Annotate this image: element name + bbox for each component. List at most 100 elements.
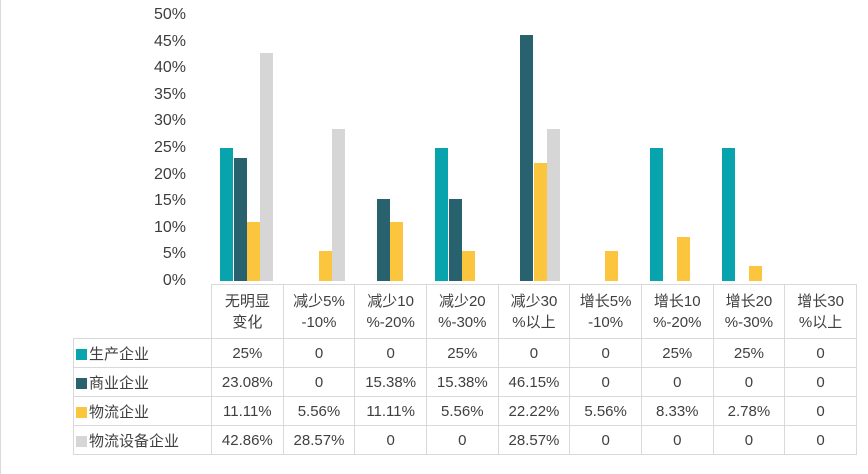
category-header-减少10%-20%: 减少10 %-20% (354, 284, 427, 339)
table-cell: 5.56% (569, 396, 642, 426)
chart-plot-area (211, 15, 856, 281)
table-cell: 0 (712, 425, 786, 455)
table-cell: 0 (784, 396, 857, 426)
category-header-line: -10% (301, 313, 337, 331)
bar-物流企业-增长10%-20% (676, 237, 690, 281)
table-cell: 28.57% (497, 425, 571, 455)
table-cell: 46.15% (497, 367, 571, 397)
category-header-line: 增长20 (725, 292, 773, 310)
table-cell: 11.11% (354, 396, 427, 426)
legend-series-name: 物流设备企业 (89, 432, 180, 450)
category-header-无明显变化: 无明显 变化 (211, 284, 284, 339)
category-header-line: %-30% (724, 313, 774, 331)
bar-商业企业-无明显变化 (233, 158, 247, 281)
table-cell: 25% (211, 338, 284, 368)
table-cell: 0 (640, 425, 714, 455)
category-header-增长30%以上: 增长30 %以上 (784, 284, 857, 339)
table-row-商业企业: 商业企业 23.08% 0 15.38% 15.38% 46.15% 0 0 0 0 (73, 367, 857, 397)
table-cell: 0 (354, 338, 427, 368)
bar-物流企业-减少10%-20% (390, 222, 404, 281)
y-axis-tick-label: 10% (153, 218, 186, 236)
category-header-line: %-20% (653, 313, 702, 331)
bar-生产企业-无明显变化 (220, 148, 234, 281)
y-axis: 0% 5% 10% 15% 20% 25% 30% 35% 40% 45% 50% (1, 0, 186, 474)
legend-swatch-icon (76, 377, 87, 389)
table-cell: 15.38% (425, 367, 499, 397)
table-cell: 8.33% (640, 396, 714, 426)
table-cell: 0 (569, 338, 642, 368)
bar-生产企业-增长20%-30% (722, 148, 736, 281)
table-row-物流企业: 物流企业 11.11% 5.56% 11.11% 5.56% 22.22% 5.56% 8.3… (73, 396, 857, 426)
bar-商业企业-减少20%-30% (448, 199, 462, 281)
y-axis-tick-label: 20% (153, 165, 186, 183)
data-table: 无明显 变化 减少5% -10% 减少10 %-20% 减少20 %-30% 减少30 %以上 增长… (73, 284, 857, 455)
table-cell: 28.57% (282, 425, 356, 455)
table-cell: 0 (354, 425, 427, 455)
table-cell: 11.11% (211, 396, 284, 426)
bar-生产企业-增长10%-20% (650, 148, 664, 281)
table-cell: 5.56% (425, 396, 499, 426)
category-header-减少5%-10%: 减少5% -10% (282, 284, 356, 339)
table-cell: 2.78% (712, 396, 786, 426)
category-header-line: %以上 (512, 313, 556, 331)
legend-series-name: 物流企业 (89, 403, 150, 421)
table-cell: 0 (784, 367, 857, 397)
table-corner-cell (73, 284, 212, 339)
y-axis-tick-label: 25% (153, 139, 186, 156)
legend-swatch-icon (76, 435, 87, 447)
table-cell: 22.22% (497, 396, 571, 426)
table-cell: 25% (425, 338, 499, 368)
legend-cell-生产企业: 生产企业 (73, 338, 212, 368)
table-cell: 0 (640, 367, 714, 397)
table-cell: 0 (569, 367, 642, 397)
y-axis-tick-label: 50% (153, 6, 186, 23)
category-header-line: %以上 (798, 313, 843, 331)
table-cell: 0 (282, 338, 356, 368)
bar-物流企业-增长5%-10% (605, 251, 619, 281)
category-header-减少20%-30%: 减少20 %-30% (425, 284, 499, 339)
y-axis-tick-label: 40% (153, 59, 186, 77)
legend-cell-物流设备企业: 物流设备企业 (73, 425, 212, 455)
category-header-line: %-30% (438, 313, 487, 331)
y-axis-tick-label: 45% (153, 32, 186, 50)
table-cell: 5.56% (282, 396, 356, 426)
legend-swatch-icon (76, 406, 87, 418)
legend-series-name: 生产企业 (89, 345, 150, 363)
table-cell: 0 (784, 338, 857, 368)
category-header-line: %-20% (366, 313, 415, 331)
legend-cell-物流企业: 物流企业 (73, 396, 212, 426)
bar-物流设备企业-减少5%-10% (331, 129, 345, 281)
table-cell: 25% (712, 338, 786, 368)
category-header-line: 增长10 (653, 292, 701, 310)
bar-物流设备企业-无明显变化 (260, 53, 274, 281)
legend-series-name: 商业企业 (89, 374, 150, 392)
table-cell: 23.08% (211, 367, 284, 397)
bar-商业企业-减少30%以上 (520, 35, 534, 281)
table-cell: 0 (784, 425, 857, 455)
bar-商业企业-减少10%-20% (376, 199, 390, 281)
category-header-line: 增长30 (797, 292, 844, 310)
y-axis-tick-label: 5% (162, 245, 186, 263)
category-header-减少30%以上: 减少30 %以上 (497, 284, 571, 339)
y-axis-tick-label: 35% (153, 85, 186, 103)
table-body: 生产企业 25% 0 0 25% 0 0 25% 25% 0 商业企业 23.08% 0 15.38% 15… (73, 338, 857, 455)
category-header-line: 减少5% (293, 292, 345, 310)
table-cell: 15.38% (354, 367, 427, 397)
category-header-line: 减少20 (438, 292, 486, 310)
category-header-line: 变化 (232, 313, 263, 331)
category-header-line: 减少10 (367, 292, 414, 310)
table-cell: 0 (282, 367, 356, 397)
bar-物流企业-增长20%-30% (748, 266, 762, 281)
category-header-line: 无明显 (224, 292, 270, 310)
table-row-生产企业: 生产企业 25% 0 0 25% 0 0 25% 25% 0 (73, 338, 857, 368)
table-row-物流设备企业: 物流设备企业 42.86% 28.57% 0 0 28.57% 0 0 0 0 (73, 425, 857, 455)
bar-物流企业-无明显变化 (246, 222, 260, 281)
table-cell: 0 (497, 338, 571, 368)
bar-物流设备企业-减少30%以上 (546, 129, 560, 281)
category-header-line: -10% (588, 313, 624, 331)
table-cell: 42.86% (211, 425, 284, 455)
category-header-增长20%-30%: 增长20 %-30% (712, 284, 786, 339)
table-cell: 0 (425, 425, 499, 455)
table-cell: 25% (640, 338, 714, 368)
